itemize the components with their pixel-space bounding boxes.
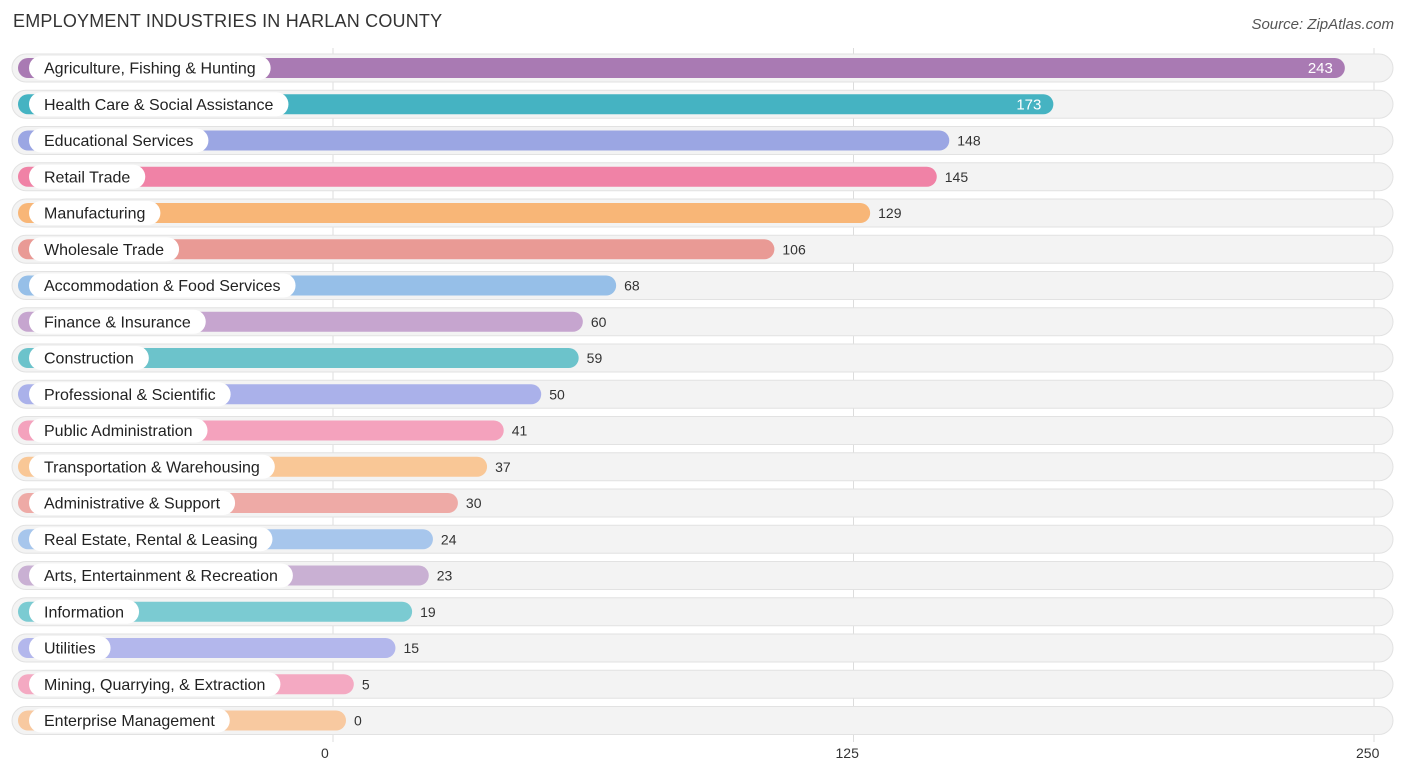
source-note: Source: ZipAtlas.com bbox=[1251, 16, 1394, 33]
x-tick-label: 0 bbox=[321, 745, 329, 761]
bar-row: Mining, Quarrying, & Extraction 5 bbox=[11, 669, 1394, 699]
bar-label-pill bbox=[29, 672, 281, 697]
bar-row: Enterprise Management 0 bbox=[11, 706, 1394, 735]
bar bbox=[18, 58, 1345, 78]
bar-category-label: Finance & Insurance bbox=[44, 314, 191, 331]
bar-label-pill bbox=[29, 563, 293, 588]
bar-category-label: Manufacturing bbox=[44, 206, 145, 223]
bar-label-pill bbox=[29, 599, 140, 624]
bar-value-label: 68 bbox=[624, 278, 640, 294]
bar-category-label: Retail Trade bbox=[44, 169, 130, 186]
bar-category-label: Public Administration bbox=[44, 423, 193, 440]
bar-value-label: 50 bbox=[549, 386, 565, 402]
bar-row: Accommodation & Food Services 68 bbox=[11, 271, 1394, 300]
bar-category-label: Information bbox=[44, 604, 124, 621]
bar-value-label: 148 bbox=[957, 133, 981, 149]
bar-label-pill bbox=[29, 273, 296, 298]
bar bbox=[18, 203, 871, 223]
bar bbox=[18, 348, 579, 368]
bar-category-label: Construction bbox=[44, 351, 134, 368]
bar-value-label: 59 bbox=[587, 350, 603, 366]
bar-label-pill bbox=[29, 491, 236, 515]
bar-value-label: 30 bbox=[466, 495, 482, 511]
bar-row: Health Care & Social Assistance 173 bbox=[11, 89, 1394, 119]
bar-category-label: Administrative & Support bbox=[44, 496, 221, 513]
bar-label-pill bbox=[29, 382, 231, 407]
bar-value-label: 145 bbox=[945, 169, 969, 185]
bar-row: Transportation & Warehousing 37 bbox=[11, 452, 1394, 482]
bar-row: Manufacturing 129 bbox=[11, 198, 1394, 228]
bar-row: Arts, Entertainment & Recreation 23 bbox=[11, 561, 1394, 590]
bar-value-label: 41 bbox=[512, 423, 528, 439]
bar-value-label: 37 bbox=[495, 459, 511, 475]
bar-label-pill bbox=[29, 201, 161, 225]
bar-value-label: 0 bbox=[354, 713, 362, 729]
bar-label-pill bbox=[29, 636, 111, 660]
bar-label-pill bbox=[29, 454, 275, 479]
bar-category-label: Accommodation & Food Services bbox=[44, 278, 281, 295]
bar bbox=[18, 638, 396, 658]
bar-rows: Agriculture, Fishing & Hunting 243 Health … bbox=[11, 53, 1394, 735]
bar-category-label: Arts, Entertainment & Recreation bbox=[44, 568, 278, 585]
bar-row: Utilities 15 bbox=[11, 633, 1394, 663]
x-tick-label: 125 bbox=[836, 745, 860, 761]
bar-category-label: Wholesale Trade bbox=[44, 242, 164, 259]
bar-category-label: Health Care & Social Assistance bbox=[44, 97, 274, 114]
chart-title: EMPLOYMENT INDUSTRIES IN HARLAN COUNTY bbox=[13, 11, 443, 31]
bar-category-label: Agriculture, Fishing & Hunting bbox=[44, 61, 256, 78]
bar-row: Construction 59 bbox=[11, 343, 1394, 373]
bar-row: Wholesale Trade 106 bbox=[11, 234, 1394, 264]
bar-category-label: Utilities bbox=[44, 641, 96, 658]
bar-value-label: 173 bbox=[1016, 96, 1041, 113]
bar bbox=[18, 166, 937, 187]
x-axis-ticks: 0 125 250 bbox=[321, 745, 1380, 761]
bar bbox=[18, 130, 950, 151]
bar-value-label: 106 bbox=[782, 241, 806, 257]
bar-row: Real Estate, Rental & Leasing 24 bbox=[11, 524, 1394, 554]
bar-value-label: 19 bbox=[420, 604, 436, 620]
bar-row: Finance & Insurance 60 bbox=[11, 307, 1394, 337]
bar-label-pill bbox=[29, 708, 230, 733]
bar-row: Professional & Scientific 50 bbox=[11, 379, 1394, 409]
bar-label-pill bbox=[29, 237, 180, 262]
bar-label-pill bbox=[29, 92, 289, 117]
bar-category-label: Real Estate, Rental & Leasing bbox=[44, 532, 257, 549]
bar-label-pill bbox=[29, 56, 271, 80]
bar-label-pill bbox=[29, 527, 273, 552]
bar-label-pill bbox=[29, 128, 209, 153]
bar-category-label: Enterprise Management bbox=[44, 713, 215, 730]
x-tick-label: 250 bbox=[1356, 745, 1380, 761]
bar-category-label: Transportation & Warehousing bbox=[44, 459, 260, 476]
bar-label-pill bbox=[29, 346, 149, 370]
bar-value-label: 23 bbox=[437, 568, 453, 584]
bar-row: Retail Trade 145 bbox=[11, 162, 1394, 192]
bar-label-pill bbox=[29, 309, 206, 334]
bar-label-pill bbox=[29, 418, 208, 443]
bar-row: Agriculture, Fishing & Hunting 243 bbox=[11, 53, 1394, 83]
bar-row: Administrative & Support 30 bbox=[11, 488, 1394, 518]
bar-track bbox=[11, 706, 1394, 735]
bar-category-label: Professional & Scientific bbox=[44, 387, 216, 404]
bar-value-label: 129 bbox=[878, 205, 902, 221]
bar-row: Educational Services 148 bbox=[11, 126, 1394, 155]
bar-value-label: 15 bbox=[403, 640, 419, 656]
bar-row: Public Administration 41 bbox=[11, 416, 1394, 445]
bar-track bbox=[11, 669, 1394, 699]
bar-value-label: 60 bbox=[591, 314, 607, 330]
bar-row: Information 19 bbox=[11, 597, 1394, 627]
bar-label-pill bbox=[29, 164, 146, 189]
bar-value-label: 243 bbox=[1308, 60, 1333, 77]
bar bbox=[18, 239, 775, 260]
bar-category-label: Mining, Quarrying, & Extraction bbox=[44, 677, 265, 694]
bar-category-label: Educational Services bbox=[44, 133, 193, 150]
bar-value-label: 24 bbox=[441, 531, 457, 547]
bar-value-label: 5 bbox=[362, 676, 370, 692]
